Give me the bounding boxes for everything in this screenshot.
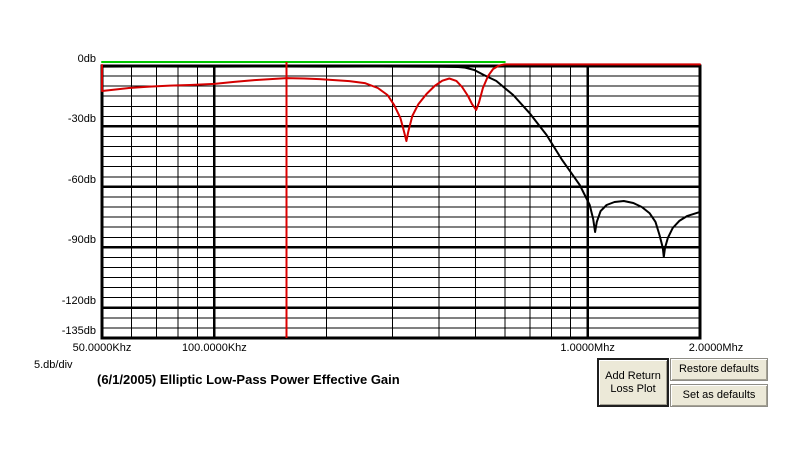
- x-axis-label-2.0000Mhz: 2.0000Mhz: [688, 342, 744, 354]
- plot-border: [100, 64, 702, 340]
- chart-title: (6/1/2005) Elliptic Low-Pass Power Effec…: [97, 372, 400, 387]
- set-as-defaults-button[interactable]: Set as defaults: [670, 384, 768, 407]
- y-axis-label--90db: -90db: [67, 234, 96, 247]
- x-axis-label-100.0000Khz: 100.0000Khz: [181, 342, 247, 354]
- x-axis-label-1.0000Mhz: 1.0000Mhz: [560, 342, 615, 354]
- x-axis-label-50.0000Khz: 50.0000Khz: [72, 342, 132, 354]
- y-axis-label-0db: 0db: [77, 53, 96, 65]
- y-axis-label--120db: -120db: [61, 294, 96, 307]
- y-axis-label--60db: -60db: [67, 173, 96, 186]
- series-return-loss: [101, 63, 701, 142]
- y-axis-label--135db: -135db: [61, 325, 96, 337]
- add-return-loss-plot-label: Add Return Loss Plot: [605, 369, 661, 395]
- series-effective-gain: [101, 65, 701, 258]
- db-per-div-label: 5.db/div: [34, 359, 73, 371]
- restore-defaults-button[interactable]: Restore defaults: [670, 358, 768, 381]
- y-axis-label--30db: -30db: [67, 113, 96, 126]
- add-return-loss-plot-button[interactable]: Add Return Loss Plot: [597, 358, 669, 407]
